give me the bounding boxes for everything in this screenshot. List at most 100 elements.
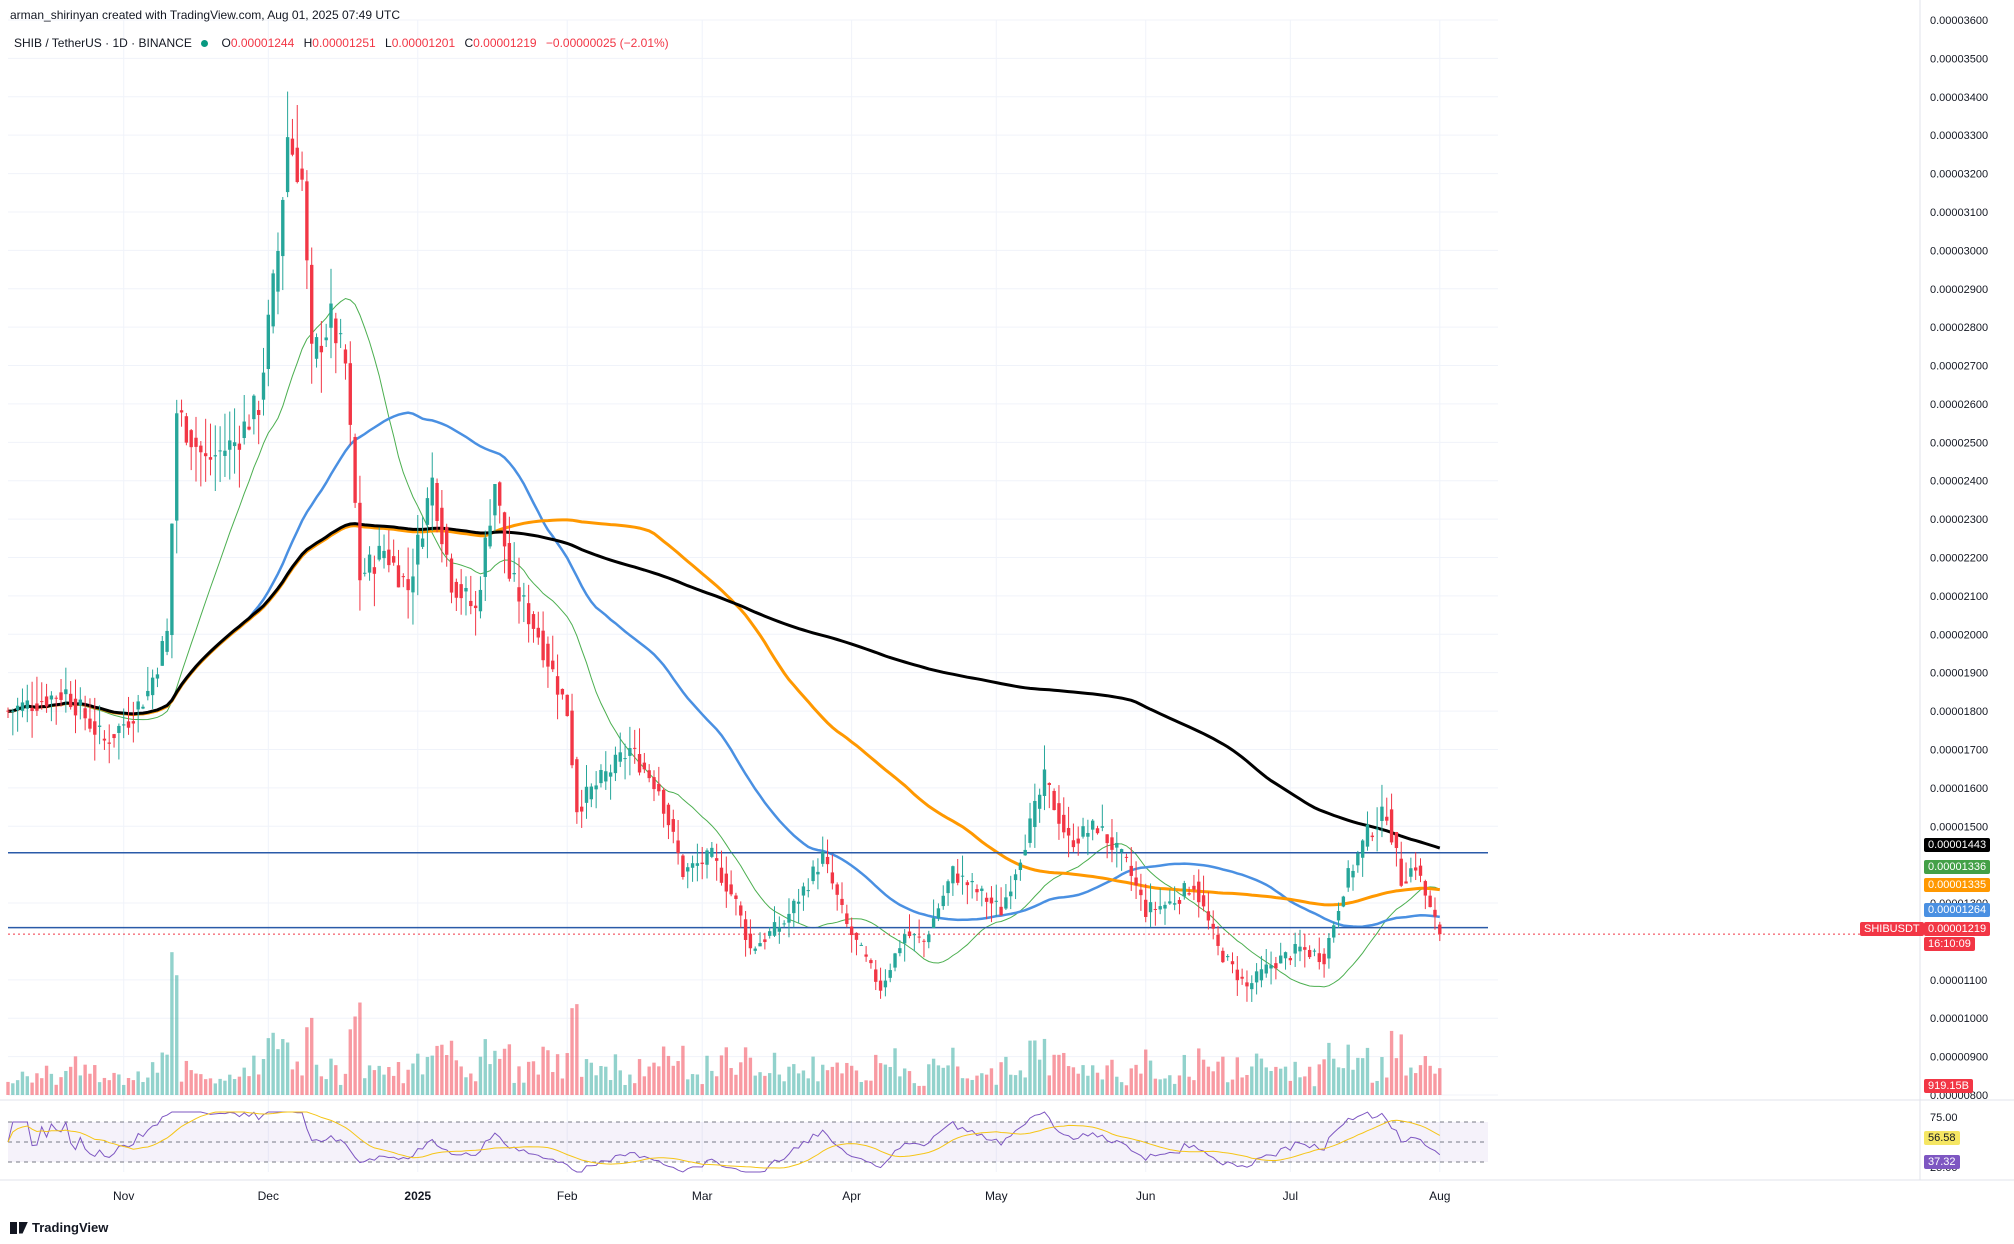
volume-bar	[68, 1066, 73, 1095]
volume-bar	[502, 1048, 507, 1095]
volume-bar	[1317, 1064, 1321, 1095]
volume-bar	[1091, 1065, 1095, 1095]
volume-bar	[551, 1072, 555, 1095]
volume-bar	[329, 1058, 333, 1095]
volume-bar	[999, 1062, 1003, 1095]
candle-body	[676, 840, 680, 853]
rsi-tick-label: 75.00	[1930, 1112, 1958, 1124]
y-tick-label: 0.00001500	[1930, 821, 1988, 833]
volume-bar	[310, 1017, 314, 1095]
candle-body	[724, 873, 728, 892]
candle-body	[237, 443, 242, 450]
volume-bar	[454, 1060, 459, 1095]
candle-body	[994, 900, 998, 902]
candle-body	[454, 581, 459, 598]
volume-bar	[1259, 1058, 1264, 1095]
volume-bar	[440, 1044, 444, 1095]
volume-bar	[324, 1079, 328, 1095]
candle-body	[695, 863, 700, 866]
volume-bar	[266, 1038, 271, 1095]
candle-body	[1370, 835, 1374, 838]
candle-body	[281, 199, 285, 257]
y-tick-label: 0.00001900	[1930, 668, 1988, 680]
candle-body	[165, 630, 169, 652]
last-price-badge: 0.00001219	[1924, 922, 1991, 936]
candle-body	[353, 436, 357, 503]
rsi-ma-line	[7, 1111, 1441, 1169]
volume-bar	[6, 1081, 10, 1095]
volume-bar	[1115, 1076, 1119, 1095]
candle-body	[912, 934, 917, 936]
volume-bar	[705, 1055, 709, 1095]
volume-bar	[88, 1073, 92, 1095]
volume-bar	[1018, 1070, 1023, 1095]
x-tick-label: Apr	[842, 1189, 861, 1203]
volume-bar	[107, 1080, 111, 1095]
candle-body	[874, 969, 878, 982]
candle-body	[295, 147, 299, 183]
candle-body	[334, 318, 338, 344]
ma-line-100	[7, 518, 1440, 907]
candle-body	[700, 862, 704, 865]
candle-body	[319, 345, 324, 353]
volume-bar	[1225, 1082, 1230, 1095]
candle-body	[1071, 840, 1076, 848]
candle-body	[40, 701, 44, 703]
candle-body	[1404, 881, 1408, 884]
candle-body	[406, 579, 410, 591]
volume-bar	[1327, 1042, 1331, 1095]
volume-bar	[1332, 1058, 1336, 1095]
volume-bar	[1264, 1067, 1268, 1095]
volume-bar	[840, 1073, 844, 1095]
volume-bar	[1356, 1057, 1360, 1095]
volume-bar	[719, 1055, 724, 1095]
volume-bar	[1105, 1065, 1109, 1095]
volume-bar	[213, 1083, 217, 1095]
volume-bar	[589, 1062, 594, 1095]
volume-bar	[218, 1078, 222, 1095]
candle-body	[710, 847, 714, 857]
candle-body	[1062, 814, 1066, 833]
candle-body	[1356, 853, 1360, 866]
volume-bar	[1124, 1085, 1129, 1095]
volume-bar	[150, 1062, 155, 1095]
volume-bar	[965, 1078, 970, 1095]
volume-bar	[285, 1042, 290, 1095]
candle-body	[647, 770, 651, 779]
volume-bar	[160, 1052, 164, 1095]
volume-bar	[1404, 1075, 1408, 1095]
volume-bar	[97, 1082, 102, 1095]
candle-body	[1298, 946, 1302, 952]
volume-bar	[845, 1062, 849, 1095]
candle-body	[232, 442, 237, 447]
rsi-ma-badge: 56.58	[1924, 1131, 1960, 1145]
volume-bar	[1163, 1078, 1167, 1095]
candle-body	[661, 789, 666, 814]
volume-bar	[613, 1054, 618, 1095]
volume-bar	[237, 1076, 242, 1095]
volume-bar	[1269, 1070, 1273, 1095]
volume-bar	[864, 1080, 868, 1095]
candle-body	[657, 783, 661, 792]
candle-body	[179, 410, 184, 413]
volume-bar	[276, 1049, 280, 1095]
symbol-title[interactable]: SHIB / TetherUS · 1D · BINANCE	[14, 36, 192, 50]
volume-bar	[1389, 1030, 1394, 1095]
tradingview-logo[interactable]: TradingView	[10, 1220, 108, 1235]
volume-bar	[122, 1084, 126, 1095]
volume-bar	[1192, 1080, 1196, 1095]
candle-body	[242, 421, 246, 439]
author-line: arman_shirinyan created with TradingView…	[10, 8, 400, 22]
candle-body	[1250, 983, 1254, 990]
candle-body	[59, 692, 63, 700]
volume-bar	[777, 1074, 782, 1095]
y-tick-label: 0.00001600	[1930, 783, 1988, 795]
candle-body	[199, 445, 203, 453]
ma-black-badge: 0.00001443	[1924, 838, 1991, 852]
candle-body	[11, 710, 15, 712]
candle-body	[377, 545, 381, 560]
volume-bar	[117, 1074, 121, 1095]
candle-body	[430, 477, 434, 506]
volume-bar	[1293, 1061, 1297, 1095]
